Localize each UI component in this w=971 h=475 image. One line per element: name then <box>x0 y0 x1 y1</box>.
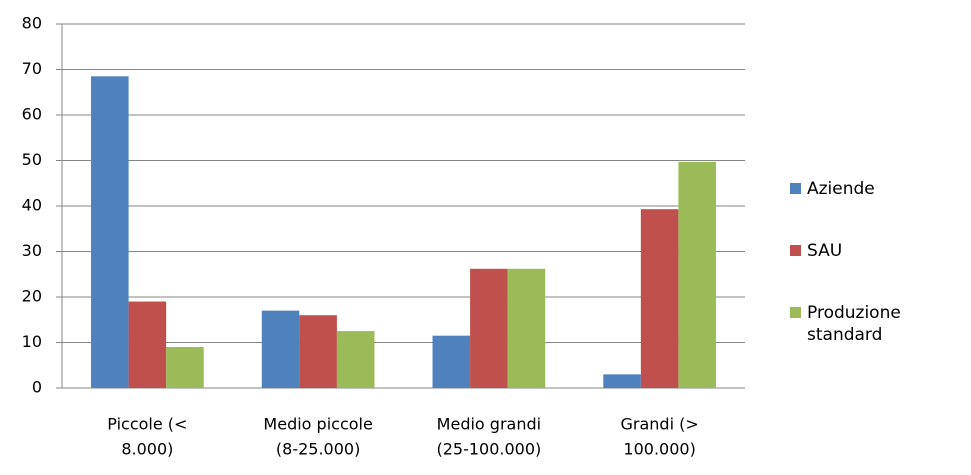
x-tick-label: Piccole (< <box>107 415 187 434</box>
bar <box>91 76 129 388</box>
y-tick-label: 50 <box>22 150 42 169</box>
y-tick-label: 10 <box>22 332 42 351</box>
y-tick-label: 0 <box>32 378 42 397</box>
legend-swatch <box>790 183 801 194</box>
y-tick-label: 20 <box>22 287 42 306</box>
legend-swatch <box>790 307 801 318</box>
legend-label: SAU <box>807 241 843 261</box>
legend-item: Aziende <box>790 178 970 240</box>
bar <box>432 335 471 388</box>
bar <box>299 315 337 388</box>
legend-swatch <box>790 245 801 256</box>
bar <box>470 268 508 388</box>
x-tick-label: Medio piccole <box>263 415 372 434</box>
bar <box>678 161 716 388</box>
legend-label: Aziende <box>807 179 875 199</box>
y-tick-label: 70 <box>22 59 42 78</box>
x-tick-label: (8-25.000) <box>276 440 360 459</box>
bar <box>261 310 300 388</box>
bar <box>336 331 375 388</box>
x-tick-label: (25-100.000) <box>436 440 541 459</box>
bar <box>166 347 204 388</box>
y-tick-label: 30 <box>22 241 42 260</box>
x-tick-label: Medio grandi <box>437 415 541 434</box>
bar <box>640 209 679 388</box>
x-tick-label: Grandi (> <box>620 415 698 434</box>
legend-item: Produzione standard <box>790 302 970 364</box>
x-tick-label: 100.000) <box>623 440 695 459</box>
y-tick-label: 40 <box>22 196 42 215</box>
y-tick-label: 80 <box>22 14 42 33</box>
bar <box>128 301 167 388</box>
bar <box>507 268 546 388</box>
legend-label: Produzione standard <box>807 303 901 345</box>
x-tick-label: 8.000) <box>121 440 173 459</box>
legend-item: SAU <box>790 240 970 302</box>
legend: Aziende SAU Produzione standard <box>790 178 970 364</box>
bar <box>603 374 641 388</box>
y-tick-label: 60 <box>22 105 42 124</box>
